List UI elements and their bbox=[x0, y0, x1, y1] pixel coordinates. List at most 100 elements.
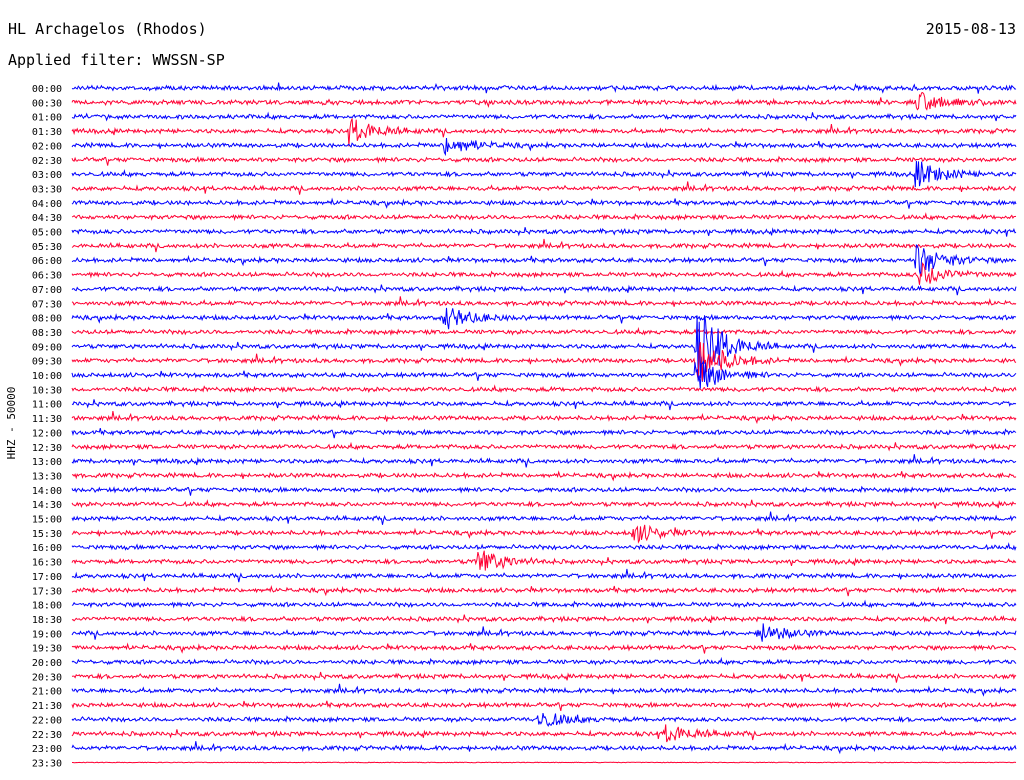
row-labels-group: 00:00 00:30 01:00 01:30 02:00 02:30 03:00 03:30… bbox=[32, 84, 62, 769]
row-label: 04:30 bbox=[32, 213, 62, 224]
trace-0430 bbox=[71, 212, 1017, 222]
row-label: 17:30 bbox=[32, 586, 62, 597]
trace-1000 bbox=[71, 360, 1017, 389]
row-label: 02:30 bbox=[32, 156, 62, 167]
row-label: 15:00 bbox=[32, 515, 62, 526]
row-label: 04:00 bbox=[32, 199, 62, 210]
row-label: 00:00 bbox=[32, 84, 62, 95]
trace-1530 bbox=[71, 524, 1017, 544]
row-label: 11:30 bbox=[32, 414, 62, 425]
row-label: 06:00 bbox=[32, 256, 62, 267]
trace-1600 bbox=[71, 542, 1017, 552]
trace-1200 bbox=[71, 427, 1017, 439]
trace-0900 bbox=[71, 315, 1017, 382]
trace-1100 bbox=[71, 399, 1017, 411]
trace-0530 bbox=[71, 238, 1017, 253]
row-label: 07:30 bbox=[32, 299, 62, 310]
row-label: 21:30 bbox=[32, 701, 62, 712]
trace-0830 bbox=[71, 326, 1017, 336]
trace-2330 bbox=[72, 761, 1017, 764]
trace-0800 bbox=[71, 307, 1017, 330]
trace-2200 bbox=[71, 712, 1017, 728]
row-label: 01:00 bbox=[32, 113, 62, 124]
row-label: 02:00 bbox=[32, 141, 62, 152]
trace-0630 bbox=[71, 262, 1017, 285]
row-label: 08:00 bbox=[32, 314, 62, 325]
trace-1330 bbox=[72, 470, 1017, 482]
trace-0700 bbox=[71, 284, 1017, 296]
row-label: 01:30 bbox=[32, 127, 62, 138]
station-title: HL Archagelos (Rhodos) bbox=[8, 20, 207, 38]
row-label: 23:30 bbox=[32, 758, 62, 769]
row-label: 06:30 bbox=[32, 271, 62, 282]
row-label: 13:30 bbox=[32, 471, 62, 482]
filter-label: Applied filter: WWSSN-SP bbox=[8, 51, 225, 69]
trace-0000 bbox=[71, 82, 1017, 94]
row-label: 05:00 bbox=[32, 228, 62, 239]
row-label: 16:00 bbox=[32, 543, 62, 554]
trace-0100 bbox=[71, 111, 1017, 122]
trace-0330 bbox=[71, 181, 1017, 195]
row-label: 20:30 bbox=[32, 672, 62, 683]
trace-1130 bbox=[71, 411, 1017, 425]
row-label: 10:00 bbox=[32, 371, 62, 382]
trace-1400 bbox=[71, 485, 1017, 496]
trace-2030 bbox=[71, 671, 1017, 683]
traces-group bbox=[71, 82, 1017, 764]
row-label: 22:30 bbox=[32, 730, 62, 741]
trace-1030 bbox=[71, 384, 1017, 394]
row-label: 03:30 bbox=[32, 184, 62, 195]
trace-2230 bbox=[71, 724, 1017, 743]
trace-1930 bbox=[71, 642, 1017, 654]
trace-1230 bbox=[71, 441, 1017, 452]
trace-0230 bbox=[71, 155, 1017, 166]
row-label: 11:00 bbox=[32, 400, 62, 411]
trace-1830 bbox=[71, 614, 1017, 625]
row-label: 22:00 bbox=[32, 715, 62, 726]
trace-1800 bbox=[71, 599, 1017, 609]
row-label: 09:00 bbox=[32, 342, 62, 353]
row-label: 23:00 bbox=[32, 744, 62, 755]
row-label: 21:00 bbox=[32, 687, 62, 698]
trace-2130 bbox=[71, 700, 1017, 712]
y-axis-label: HHZ - 50000 bbox=[5, 387, 18, 460]
trace-0400 bbox=[71, 197, 1017, 209]
trace-0600 bbox=[71, 244, 1017, 276]
row-label: 12:00 bbox=[32, 428, 62, 439]
row-label: 17:00 bbox=[32, 572, 62, 583]
trace-0730 bbox=[71, 296, 1017, 308]
row-label: 13:00 bbox=[32, 457, 62, 468]
row-label: 14:30 bbox=[32, 500, 62, 511]
trace-1730 bbox=[71, 585, 1017, 597]
trace-1630 bbox=[71, 550, 1017, 571]
row-label: 10:30 bbox=[32, 385, 62, 396]
trace-0930 bbox=[71, 342, 1017, 382]
row-label: 08:30 bbox=[32, 328, 62, 339]
trace-2300 bbox=[71, 741, 1017, 755]
trace-2000 bbox=[71, 656, 1017, 666]
date-label: 2015-08-13 bbox=[925, 20, 1016, 38]
row-label: 09:30 bbox=[32, 357, 62, 368]
row-label: 16:30 bbox=[32, 558, 62, 569]
trace-2100 bbox=[71, 683, 1017, 697]
row-label: 07:00 bbox=[32, 285, 62, 296]
trace-1500 bbox=[71, 511, 1017, 525]
trace-0200 bbox=[71, 137, 1017, 157]
row-label: 18:30 bbox=[32, 615, 62, 626]
row-label: 20:00 bbox=[32, 658, 62, 669]
trace-1700 bbox=[71, 568, 1017, 583]
row-label: 15:30 bbox=[32, 529, 62, 540]
trace-0300 bbox=[71, 160, 1017, 188]
row-label: 03:00 bbox=[32, 170, 62, 181]
row-label: 12:30 bbox=[32, 443, 62, 454]
row-label: 14:00 bbox=[32, 486, 62, 497]
row-label: 19:00 bbox=[32, 629, 62, 640]
trace-0130 bbox=[71, 118, 1017, 147]
trace-0500 bbox=[71, 227, 1017, 237]
trace-1900 bbox=[71, 623, 1017, 642]
row-label: 00:30 bbox=[32, 98, 62, 109]
trace-1300 bbox=[71, 454, 1017, 468]
trace-1430 bbox=[71, 499, 1016, 509]
trace-0030 bbox=[71, 92, 1017, 111]
